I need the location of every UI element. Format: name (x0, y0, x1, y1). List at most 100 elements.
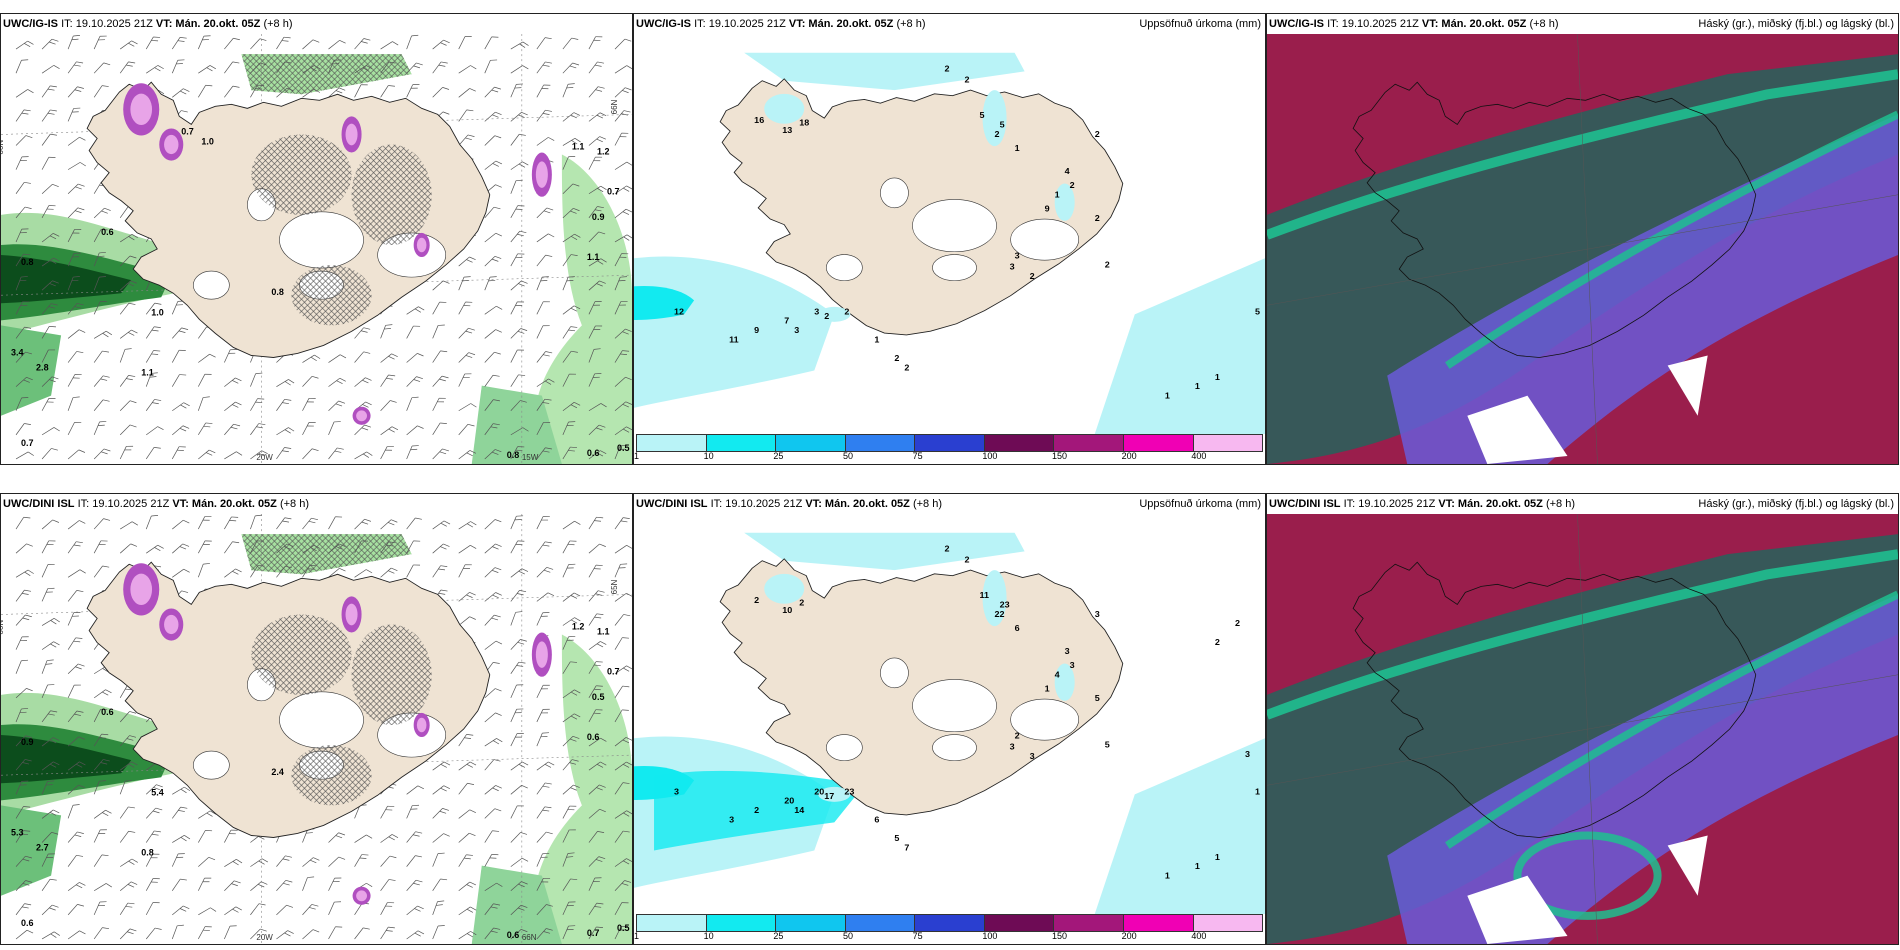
wind-barb (41, 38, 59, 50)
wind-barb (562, 83, 575, 98)
wind-barb (562, 540, 577, 554)
legend-colorbar (636, 434, 1263, 452)
axis-label: 15W (522, 453, 539, 462)
wind-barb (380, 426, 399, 436)
precip-area (982, 570, 1007, 627)
wind-barb (510, 733, 524, 747)
wind-barb (510, 205, 525, 219)
wind-barb (198, 516, 212, 530)
wind-barb (458, 88, 476, 98)
wind-barb (41, 710, 58, 723)
wind-barb (198, 856, 216, 867)
wind-barb (510, 230, 527, 243)
value-label: 23 (1000, 600, 1010, 610)
map-area[interactable]: 0.6 0.8 0.8 1.0 3.4 2.8 1.1 0.7 0.8 0.6 0.5 0.7 0.9 1… (1, 34, 632, 464)
wind-barb (510, 881, 528, 892)
precip-area (1094, 258, 1265, 434)
wind-barb (458, 301, 473, 315)
wind-barb (406, 540, 421, 554)
wind-barb (484, 882, 503, 892)
value-label: 11 (980, 590, 990, 600)
value-label: 1 (1215, 852, 1220, 862)
wind-barb (119, 445, 134, 460)
wind-barb (145, 878, 160, 891)
wind-barb (302, 448, 319, 460)
wind-barb (15, 903, 32, 916)
legend-tick-label: 100 (982, 931, 998, 941)
map-area[interactable]: 0.6 0.9 2.4 5.4 5.3 2.7 0.8 0.6 0.6 0.7 0.5 0.7 0.5 0… (1, 514, 632, 944)
wind-barb (224, 451, 243, 460)
panel-clouds-igis: UWC/IG-IS IT: 19.10.2025 21Z VT: Mán. 20… (1266, 13, 1899, 465)
wind-barb (562, 402, 581, 412)
wind-barb (510, 590, 527, 602)
wind-barb (536, 904, 553, 916)
panel-header: UWC/IG-IS IT: 19.10.2025 21Z VT: Mán. 20… (634, 14, 1265, 34)
snow-area-light (130, 573, 153, 606)
wind-barb (484, 256, 502, 267)
wind-barb (93, 85, 109, 98)
legend-swatch (1054, 915, 1124, 931)
value-label: 2 (754, 805, 759, 815)
wind-barb (67, 684, 81, 699)
wind-barb (171, 446, 186, 460)
wind-barb (41, 303, 58, 315)
value-label: 3 (1245, 749, 1250, 759)
wind-barb (432, 761, 451, 771)
wind-barb (93, 301, 107, 315)
value-label: 1.2 (597, 147, 610, 157)
wind-barb (536, 422, 551, 436)
map-area[interactable]: 2 2 2 2 10 11 23 22 6 4 3 3 3 1 5 5 2 3 3 3 3 2 20 20 14 17 23 6 5 7 1… (634, 514, 1265, 914)
wind-barb (536, 806, 552, 819)
wind-barb (328, 447, 344, 460)
wind-barb (145, 302, 162, 315)
value-label: 1 (1165, 391, 1170, 401)
wind-barb (510, 784, 528, 795)
wind-barb (588, 877, 602, 891)
wind-barb (67, 252, 81, 267)
wind-barb (67, 541, 83, 554)
wind-barb (588, 590, 605, 602)
wind-barb (250, 540, 264, 554)
wind-barb (588, 373, 602, 387)
wind-barb (562, 520, 581, 530)
map-area[interactable] (1267, 34, 1898, 464)
glacier-outline (932, 734, 977, 762)
snow-area-light (535, 641, 548, 668)
wind-barb (224, 568, 242, 578)
wind-barb (380, 446, 394, 460)
map-area[interactable] (1267, 514, 1898, 944)
graticule-line (1577, 34, 1598, 464)
wind-barb (41, 183, 59, 195)
wind-barb (536, 928, 553, 940)
wind-barb (484, 688, 502, 699)
wind-barb (250, 398, 265, 411)
wind-barb (15, 397, 29, 411)
wind-barb (119, 543, 138, 554)
wind-barb (354, 854, 369, 867)
glacier-outline (193, 270, 230, 300)
wind-barb (67, 207, 85, 219)
wind-barb (614, 401, 632, 412)
wind-barb (120, 521, 139, 530)
map-area[interactable]: 2 2 16 18 13 5 5 2 1 1 2 4 2 9 2 2 3 3 2 12 11 9 7 3 3 2 2 1 2 2 1 1 1 5 (634, 34, 1265, 434)
wind-barb (536, 877, 551, 891)
wind-barb (536, 566, 554, 578)
wind-barb (510, 328, 528, 339)
wind-barb (67, 162, 86, 170)
value-label: 2 (1030, 271, 1035, 281)
wind-barb (484, 329, 502, 339)
value-label: 3.4 (11, 347, 24, 357)
value-label: 2 (965, 75, 970, 85)
value-label: 0.6 (101, 227, 114, 237)
wind-barb (328, 543, 346, 554)
wind-barb (458, 352, 476, 363)
wind-barb (15, 181, 31, 194)
value-label: 22 (995, 609, 1005, 619)
wind-barb (93, 733, 109, 747)
wind-barb (198, 907, 217, 916)
value-label: 5 (1255, 307, 1260, 317)
wind-barb (588, 856, 606, 867)
wind-barb (119, 400, 137, 411)
wind-barb (119, 61, 136, 74)
value-label: 0.6 (101, 707, 114, 717)
